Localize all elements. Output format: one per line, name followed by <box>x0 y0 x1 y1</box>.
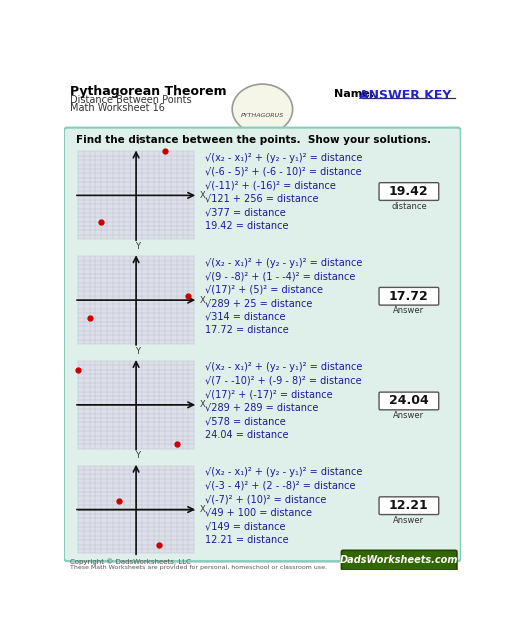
FancyBboxPatch shape <box>379 287 439 305</box>
FancyBboxPatch shape <box>379 392 439 410</box>
Text: 24.04 = distance: 24.04 = distance <box>205 430 289 440</box>
FancyBboxPatch shape <box>64 127 461 561</box>
Text: Y: Y <box>135 242 140 251</box>
Text: √(x₂ - x₁)² + (y₂ - y₁)² = distance: √(x₂ - x₁)² + (y₂ - y₁)² = distance <box>205 153 362 163</box>
Text: √(17)² + (5)² = distance: √(17)² + (5)² = distance <box>205 285 323 295</box>
Text: Math Worksheet 16: Math Worksheet 16 <box>70 103 165 113</box>
FancyBboxPatch shape <box>342 550 457 570</box>
Text: 12.21: 12.21 <box>389 499 429 512</box>
Text: √(7 - -10)² + (-9 - 8)² = distance: √(7 - -10)² + (-9 - 8)² = distance <box>205 376 361 386</box>
FancyBboxPatch shape <box>70 459 455 562</box>
Text: PYTHAGORUS: PYTHAGORUS <box>241 113 284 118</box>
Bar <box>78 256 194 344</box>
Text: Y: Y <box>135 137 140 146</box>
Text: 24.04: 24.04 <box>389 394 429 408</box>
Text: Pythagorean Theorem: Pythagorean Theorem <box>70 84 227 97</box>
FancyBboxPatch shape <box>70 354 455 457</box>
Text: X: X <box>200 296 205 305</box>
Text: √289 + 25 = distance: √289 + 25 = distance <box>205 298 312 308</box>
Text: These Math Worksheets are provided for personal, homeschool or classroom use.: These Math Worksheets are provided for p… <box>70 565 327 570</box>
Text: √(-11)² + (-16)² = distance: √(-11)² + (-16)² = distance <box>205 180 336 190</box>
Text: Find the distance between the points.  Show your solutions.: Find the distance between the points. Sh… <box>76 135 431 145</box>
Text: 12.21 = distance: 12.21 = distance <box>205 534 289 545</box>
Text: √149 = distance: √149 = distance <box>205 521 286 531</box>
Text: √(-3 - 4)² + (2 - -8)² = distance: √(-3 - 4)² + (2 - -8)² = distance <box>205 481 355 491</box>
Text: √121 + 256 = distance: √121 + 256 = distance <box>205 193 318 204</box>
FancyBboxPatch shape <box>379 497 439 515</box>
Bar <box>78 152 194 239</box>
Text: √(x₂ - x₁)² + (y₂ - y₁)² = distance: √(x₂ - x₁)² + (y₂ - y₁)² = distance <box>205 467 362 477</box>
Text: √(x₂ - x₁)² + (y₂ - y₁)² = distance: √(x₂ - x₁)² + (y₂ - y₁)² = distance <box>205 258 362 268</box>
Text: Answer: Answer <box>393 516 424 525</box>
Text: Y: Y <box>135 451 140 460</box>
Text: √377 = distance: √377 = distance <box>205 207 286 217</box>
Text: √(9 - -8)² + (1 - -4)² = distance: √(9 - -8)² + (1 - -4)² = distance <box>205 271 355 281</box>
Text: Answer: Answer <box>393 411 424 420</box>
Text: √49 + 100 = distance: √49 + 100 = distance <box>205 508 312 518</box>
Bar <box>78 466 194 554</box>
Text: distance: distance <box>391 202 426 211</box>
Text: √(-7)² + (10)² = distance: √(-7)² + (10)² = distance <box>205 494 327 504</box>
Text: √(x₂ - x₁)² + (y₂ - y₁)² = distance: √(x₂ - x₁)² + (y₂ - y₁)² = distance <box>205 362 362 372</box>
Text: X: X <box>200 401 205 410</box>
Text: 17.72 = distance: 17.72 = distance <box>205 325 289 335</box>
FancyBboxPatch shape <box>70 145 455 248</box>
Bar <box>78 361 194 449</box>
Text: √(17)² + (-17)² = distance: √(17)² + (-17)² = distance <box>205 390 333 399</box>
FancyBboxPatch shape <box>379 182 439 200</box>
Text: 19.42: 19.42 <box>389 185 429 198</box>
Text: 19.42 = distance: 19.42 = distance <box>205 221 289 230</box>
Text: ANSWER KEY: ANSWER KEY <box>359 89 452 102</box>
Text: X: X <box>200 191 205 200</box>
Text: Y: Y <box>135 346 140 356</box>
Text: X: X <box>200 505 205 514</box>
Text: Answer: Answer <box>393 307 424 316</box>
Text: √289 + 289 = distance: √289 + 289 = distance <box>205 403 318 413</box>
Text: Name:: Name: <box>334 89 374 99</box>
Text: Copyright © DadsWorksheets, LLC: Copyright © DadsWorksheets, LLC <box>70 558 191 564</box>
Ellipse shape <box>232 84 293 134</box>
Text: √578 = distance: √578 = distance <box>205 417 286 426</box>
Text: 17.72: 17.72 <box>389 290 429 303</box>
Text: Distance Between Points: Distance Between Points <box>70 95 192 105</box>
FancyBboxPatch shape <box>70 249 455 353</box>
Text: √314 = distance: √314 = distance <box>205 312 286 322</box>
Text: DadsWorksheets.com: DadsWorksheets.com <box>340 556 458 565</box>
Text: √(-6 - 5)² + (-6 - 10)² = distance: √(-6 - 5)² + (-6 - 10)² = distance <box>205 166 361 177</box>
